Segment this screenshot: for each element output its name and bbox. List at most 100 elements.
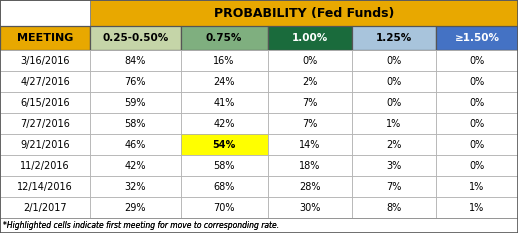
- Bar: [0, 218, 518, 233]
- Text: 54%: 54%: [212, 140, 236, 150]
- Bar: [268, 92, 352, 113]
- Text: 1%: 1%: [469, 203, 485, 213]
- Text: 58%: 58%: [125, 119, 146, 129]
- Bar: [436, 113, 518, 134]
- Text: 59%: 59%: [125, 98, 146, 108]
- Text: 0%: 0%: [469, 77, 485, 86]
- Bar: [90, 26, 181, 50]
- Bar: [181, 92, 268, 113]
- Bar: [268, 26, 352, 50]
- Bar: [0, 113, 90, 134]
- Bar: [352, 50, 436, 71]
- Bar: [181, 50, 268, 71]
- Bar: [352, 176, 436, 197]
- Bar: [90, 0, 518, 26]
- Text: 14%: 14%: [299, 140, 321, 150]
- Bar: [0, 155, 90, 176]
- Text: ≥1.50%: ≥1.50%: [454, 33, 499, 43]
- Text: 2%: 2%: [302, 77, 318, 86]
- Text: 12/14/2016: 12/14/2016: [17, 182, 73, 192]
- Text: 68%: 68%: [213, 182, 235, 192]
- Bar: [90, 176, 181, 197]
- Text: 18%: 18%: [299, 161, 321, 171]
- Text: 7%: 7%: [386, 182, 401, 192]
- Bar: [181, 26, 268, 50]
- Bar: [436, 26, 518, 50]
- Text: 0%: 0%: [386, 55, 401, 65]
- Bar: [352, 26, 436, 50]
- Bar: [268, 197, 352, 218]
- Bar: [90, 197, 181, 218]
- Bar: [0, 197, 90, 218]
- Text: 6/15/2016: 6/15/2016: [20, 98, 70, 108]
- Bar: [436, 176, 518, 197]
- Text: 0%: 0%: [469, 119, 485, 129]
- Bar: [352, 134, 436, 155]
- Bar: [352, 155, 436, 176]
- Text: 28%: 28%: [299, 182, 321, 192]
- Bar: [181, 155, 268, 176]
- Text: 3/16/2016: 3/16/2016: [20, 55, 70, 65]
- Bar: [268, 71, 352, 92]
- Bar: [352, 113, 436, 134]
- Text: 3%: 3%: [386, 161, 401, 171]
- Bar: [181, 197, 268, 218]
- Bar: [90, 92, 181, 113]
- Text: PROBABILITY (Fed Funds): PROBABILITY (Fed Funds): [214, 7, 394, 20]
- Text: 0%: 0%: [469, 98, 485, 108]
- Text: 42%: 42%: [125, 161, 146, 171]
- Bar: [90, 113, 181, 134]
- Text: 70%: 70%: [213, 203, 235, 213]
- Text: 32%: 32%: [125, 182, 146, 192]
- Text: 1.00%: 1.00%: [292, 33, 328, 43]
- Text: 2/1/2017: 2/1/2017: [23, 203, 67, 213]
- Text: 9/21/2016: 9/21/2016: [20, 140, 70, 150]
- Bar: [268, 155, 352, 176]
- Text: 16%: 16%: [213, 55, 235, 65]
- Text: 1%: 1%: [386, 119, 401, 129]
- Text: 0%: 0%: [469, 55, 485, 65]
- Text: 42%: 42%: [213, 119, 235, 129]
- Text: 7%: 7%: [302, 119, 318, 129]
- Bar: [352, 71, 436, 92]
- Text: *Highlighted cells indicate first meeting for move to corresponding rate.: *Highlighted cells indicate first meetin…: [3, 221, 279, 230]
- Text: 2%: 2%: [386, 140, 401, 150]
- Bar: [181, 176, 268, 197]
- Text: 0%: 0%: [386, 98, 401, 108]
- Bar: [181, 113, 268, 134]
- Bar: [0, 0, 90, 26]
- Text: 4/27/2016: 4/27/2016: [20, 77, 70, 86]
- Bar: [90, 71, 181, 92]
- Text: 0%: 0%: [386, 77, 401, 86]
- Bar: [436, 134, 518, 155]
- Bar: [181, 134, 268, 155]
- Bar: [268, 113, 352, 134]
- Text: *Highlighted cells indicate first meeting for move to corresponding rate.: *Highlighted cells indicate first meetin…: [3, 221, 279, 230]
- Text: 0.75%: 0.75%: [206, 33, 242, 43]
- Text: 41%: 41%: [213, 98, 235, 108]
- Bar: [0, 50, 90, 71]
- Bar: [268, 50, 352, 71]
- Text: 84%: 84%: [125, 55, 146, 65]
- Bar: [436, 92, 518, 113]
- Text: 0%: 0%: [469, 161, 485, 171]
- Text: 0.25-0.50%: 0.25-0.50%: [102, 33, 168, 43]
- Bar: [90, 134, 181, 155]
- Bar: [0, 92, 90, 113]
- Text: 29%: 29%: [125, 203, 146, 213]
- Bar: [436, 50, 518, 71]
- Text: MEETING: MEETING: [17, 33, 74, 43]
- Bar: [0, 176, 90, 197]
- Text: 8%: 8%: [386, 203, 401, 213]
- Bar: [0, 134, 90, 155]
- Text: 46%: 46%: [125, 140, 146, 150]
- Bar: [90, 155, 181, 176]
- Text: 76%: 76%: [125, 77, 146, 86]
- Bar: [352, 92, 436, 113]
- Bar: [268, 176, 352, 197]
- Text: 0%: 0%: [302, 55, 318, 65]
- Bar: [268, 134, 352, 155]
- Bar: [0, 71, 90, 92]
- Bar: [181, 71, 268, 92]
- Text: 0%: 0%: [469, 140, 485, 150]
